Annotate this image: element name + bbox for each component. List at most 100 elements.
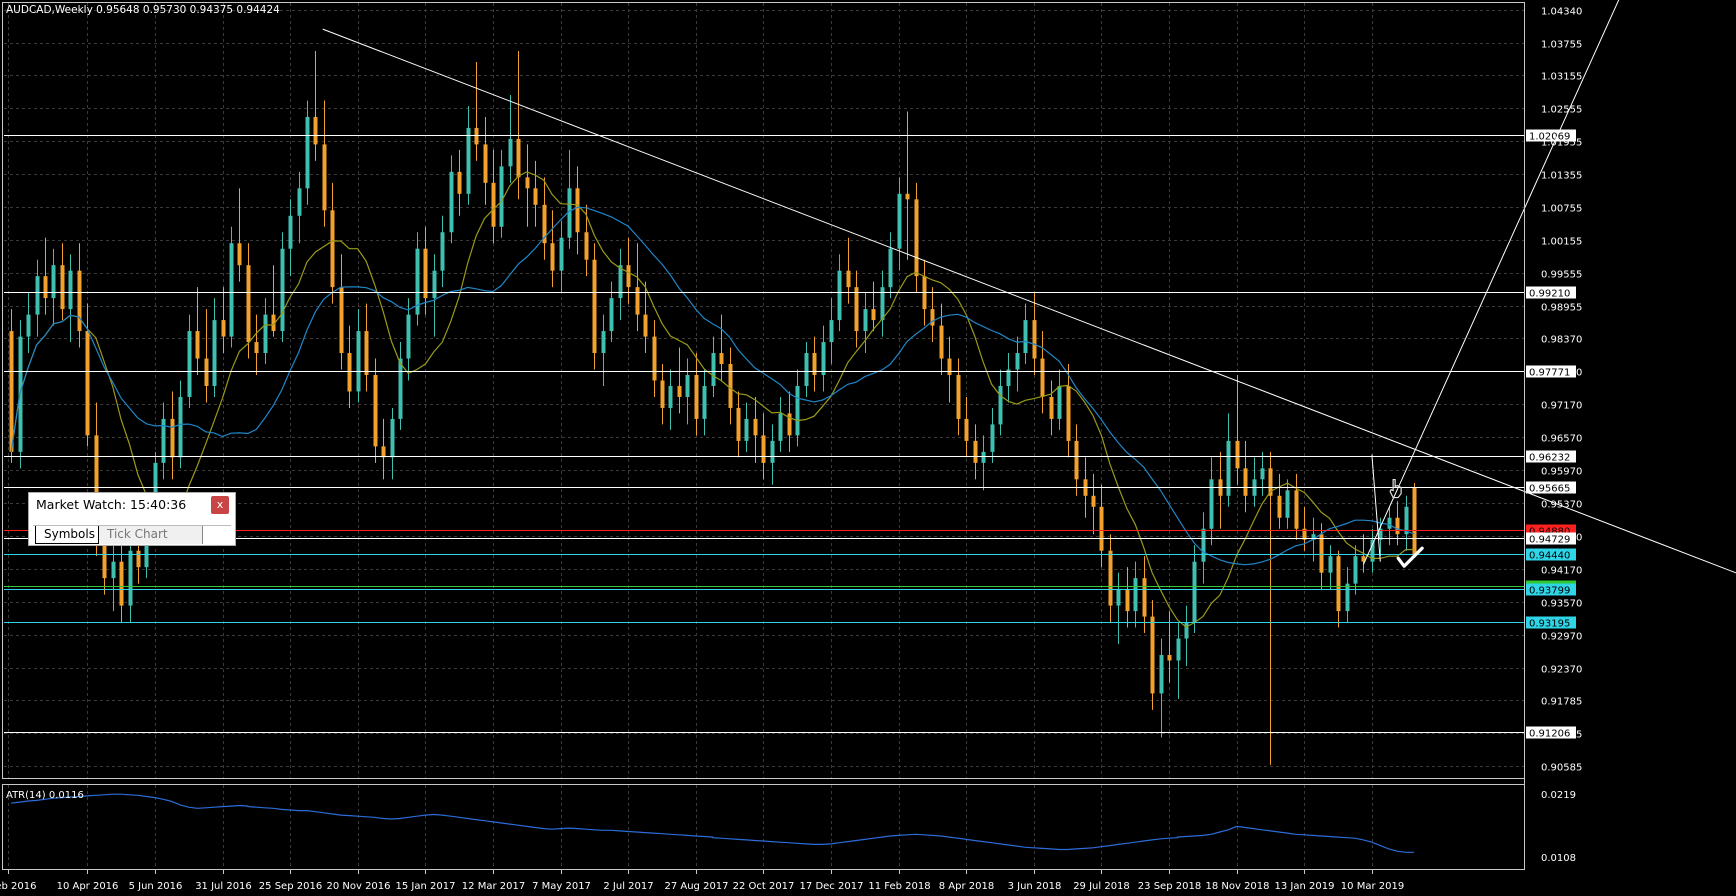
x-tick-label: 22 Oct 2017 — [733, 881, 795, 892]
candle-body — [305, 116, 310, 189]
candle — [990, 407, 995, 463]
candle-body — [525, 177, 530, 189]
candle-body — [263, 314, 268, 354]
x-tick-label: 5 Jun 2016 — [129, 881, 183, 892]
candle-body — [390, 418, 395, 458]
candle — [508, 94, 513, 183]
y-tick-label: 1.03755 — [1541, 40, 1582, 51]
candle-body — [85, 331, 90, 436]
candle — [964, 396, 969, 458]
candle — [305, 100, 310, 205]
candle-body — [567, 188, 572, 238]
candle-body — [128, 550, 133, 606]
candle — [449, 155, 454, 244]
candle — [635, 243, 640, 332]
candle — [728, 347, 733, 425]
candle — [1345, 567, 1350, 623]
candle-body — [947, 358, 952, 375]
candle-body — [339, 287, 344, 354]
candle — [347, 325, 352, 408]
candle-body — [778, 413, 783, 441]
candle-body — [499, 166, 504, 227]
candle-body — [897, 193, 902, 249]
candle — [280, 232, 285, 343]
market-watch-window[interactable]: Market Watch: 15:40:36 x Symbols Tick Ch… — [28, 492, 236, 546]
candle-body — [1353, 556, 1358, 584]
candle-body — [136, 550, 141, 568]
candle-body — [973, 440, 978, 463]
candle-body — [1311, 534, 1316, 540]
candle-body — [68, 270, 73, 310]
candle — [559, 221, 564, 293]
price-level-box — [1526, 129, 1576, 142]
candle — [161, 402, 166, 480]
y-tick-label: 0.91785 — [1541, 697, 1582, 708]
price-level-text: 0.99210 — [1529, 289, 1570, 300]
candle — [711, 336, 716, 397]
candle-body — [1032, 320, 1037, 359]
price-level-text: 0.93195 — [1529, 619, 1570, 630]
candle-body — [1404, 506, 1409, 535]
price-level-label: 0.91206 — [1526, 726, 1576, 740]
tab-symbols[interactable]: Symbols — [35, 526, 99, 544]
y-tick-label: 1.03155 — [1541, 72, 1582, 83]
price-level-label: 0.96232 — [1526, 450, 1576, 464]
candle-body — [990, 424, 995, 452]
candle — [77, 243, 82, 348]
candle — [1040, 331, 1045, 414]
candle — [330, 182, 335, 304]
candle — [914, 182, 919, 293]
price-level-box — [1526, 286, 1576, 299]
candle — [1057, 369, 1062, 430]
y-tick-label: 1.01955 — [1541, 138, 1582, 149]
candle-body — [905, 193, 910, 200]
candle-body — [1345, 583, 1350, 612]
candle — [1184, 605, 1189, 666]
candle — [685, 358, 690, 425]
candle — [1268, 451, 1273, 765]
candle-body — [1260, 468, 1265, 480]
candle — [778, 396, 783, 452]
candle — [981, 435, 986, 491]
price-level-text: 0.94729 — [1529, 535, 1570, 546]
candle-body — [111, 561, 116, 579]
candle-body — [483, 144, 488, 183]
price-level-label: 0.93195 — [1526, 616, 1576, 630]
candle-body — [271, 314, 276, 332]
close-icon[interactable]: x — [211, 496, 229, 514]
candle — [1099, 484, 1104, 568]
candle-body — [635, 287, 640, 315]
candle-body — [229, 243, 234, 337]
candle — [1006, 353, 1011, 403]
candle-body — [1285, 490, 1290, 518]
candle-body — [1268, 468, 1273, 496]
candle — [601, 314, 606, 386]
candle-body — [1108, 550, 1113, 606]
candle-body — [26, 314, 31, 337]
candle — [888, 232, 893, 299]
candle-body — [837, 270, 842, 321]
atr-label: ATR(14) 0.0116 — [6, 790, 84, 801]
candle — [652, 320, 657, 397]
tab-tick-chart[interactable]: Tick Chart — [99, 526, 203, 544]
candle-body — [432, 270, 437, 299]
candle — [43, 237, 48, 315]
hand-pointer-icon — [1389, 478, 1402, 499]
candle — [542, 177, 547, 260]
candle-body — [1243, 468, 1248, 496]
x-tick-label: 2 Jul 2017 — [603, 881, 653, 892]
candle — [550, 210, 555, 288]
candle-body — [559, 237, 564, 271]
price-level-label: 0.99210 — [1526, 286, 1576, 300]
candle-body — [821, 342, 826, 375]
candle-body — [9, 331, 14, 452]
candle — [499, 149, 504, 238]
candle — [111, 534, 116, 612]
candle-body — [854, 287, 859, 332]
candle-body — [35, 276, 40, 315]
candle — [364, 303, 369, 392]
candle-body — [43, 276, 48, 299]
candle — [1015, 336, 1020, 392]
candle-body — [964, 418, 969, 441]
